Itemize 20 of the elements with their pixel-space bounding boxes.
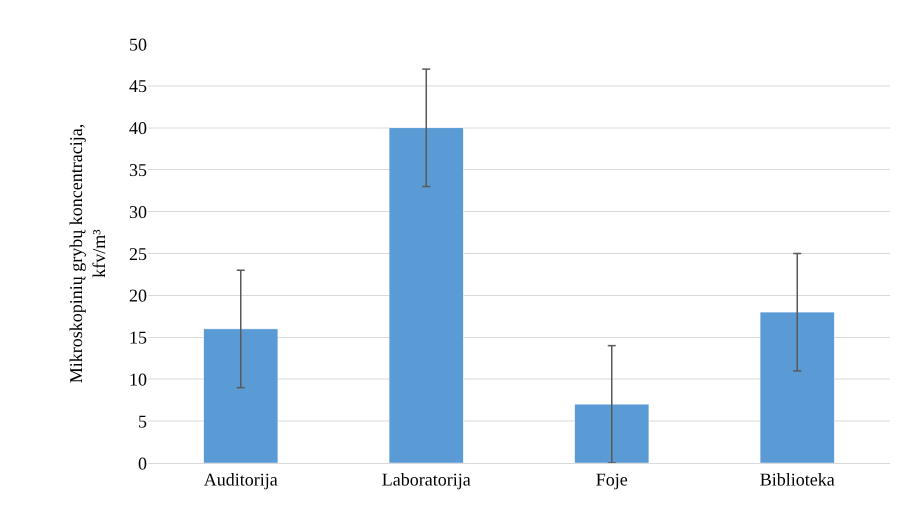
x-tick-label: Laboratorija bbox=[382, 470, 471, 490]
y-tick-label: 50 bbox=[129, 34, 147, 54]
y-tick-label: 15 bbox=[129, 328, 147, 348]
y-tick-label: 30 bbox=[129, 202, 147, 222]
bar bbox=[388, 128, 464, 463]
y-axis-title: Mikroskopinių grybų koncentracija, kfv/m³ bbox=[66, 124, 110, 384]
y-tick-label: 20 bbox=[129, 286, 147, 306]
y-tick-label: 35 bbox=[129, 160, 147, 180]
y-tick-label: 10 bbox=[129, 370, 147, 390]
bar bbox=[574, 404, 650, 463]
y-tick-label: 0 bbox=[138, 453, 147, 474]
x-tick-label: Biblioteka bbox=[760, 470, 835, 490]
bar bbox=[760, 312, 835, 463]
x-tick-label: Auditorija bbox=[204, 470, 278, 490]
y-tick-label: 25 bbox=[129, 244, 147, 264]
y-tick-label: 5 bbox=[138, 411, 147, 432]
x-tick-label: Foje bbox=[596, 470, 628, 490]
bar bbox=[203, 328, 278, 463]
y-tick-label: 40 bbox=[129, 118, 147, 138]
y-tick-label: 45 bbox=[129, 76, 147, 96]
